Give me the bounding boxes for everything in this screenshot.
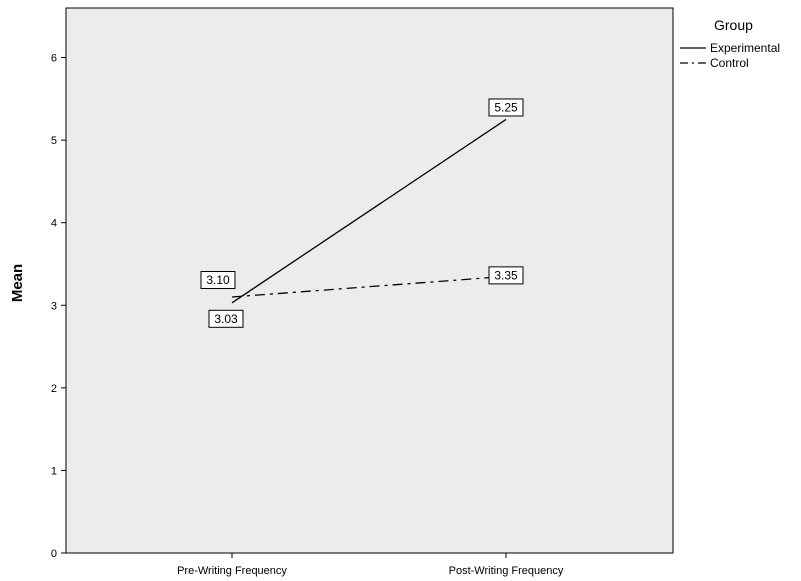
data-label-box: [208, 309, 244, 328]
data-label-experimental-2: 5.25: [488, 98, 524, 117]
y-axis: 0 1 2 3 4 5 6: [51, 53, 66, 560]
data-label-layer: 3.03 5.25 3.10 3.35: [200, 98, 524, 328]
y-tick-label: 2: [51, 383, 57, 395]
series-line-experimental: [231, 118, 507, 304]
data-label-box: [200, 271, 236, 290]
x-tick-label: Pre-Writing Frequency: [177, 565, 287, 577]
data-label-text: 3.03: [214, 312, 238, 326]
data-label-experimental-1: 3.03: [208, 309, 244, 328]
data-label-text: 3.10: [206, 273, 230, 287]
y-axis-title: Mean: [9, 264, 26, 302]
data-label-control-2: 3.35: [488, 266, 524, 285]
data-label-box: [488, 266, 524, 285]
legend-label-experimental: Experimental: [710, 41, 780, 55]
data-label-control-1: 3.10: [200, 271, 236, 290]
data-label-text: 5.25: [494, 100, 518, 114]
data-label-text: 3.35: [494, 268, 518, 282]
y-tick-label: 4: [51, 218, 57, 230]
y-tick-label: 6: [51, 53, 57, 65]
series-layer: [231, 118, 507, 304]
x-axis: Pre-Writing Frequency Post-Writing Freque…: [177, 553, 564, 577]
x-tick-label: Post-Writing Frequency: [449, 565, 564, 577]
legend-label-control: Control: [710, 56, 749, 70]
y-tick-label: 1: [51, 465, 57, 477]
y-tick-label: 0: [51, 548, 57, 560]
data-label-box: [488, 98, 524, 117]
y-tick-label: 5: [51, 135, 57, 147]
plot-area: [65, 7, 674, 554]
y-tick-label: 3: [51, 300, 57, 312]
legend-title: Group: [714, 17, 753, 33]
